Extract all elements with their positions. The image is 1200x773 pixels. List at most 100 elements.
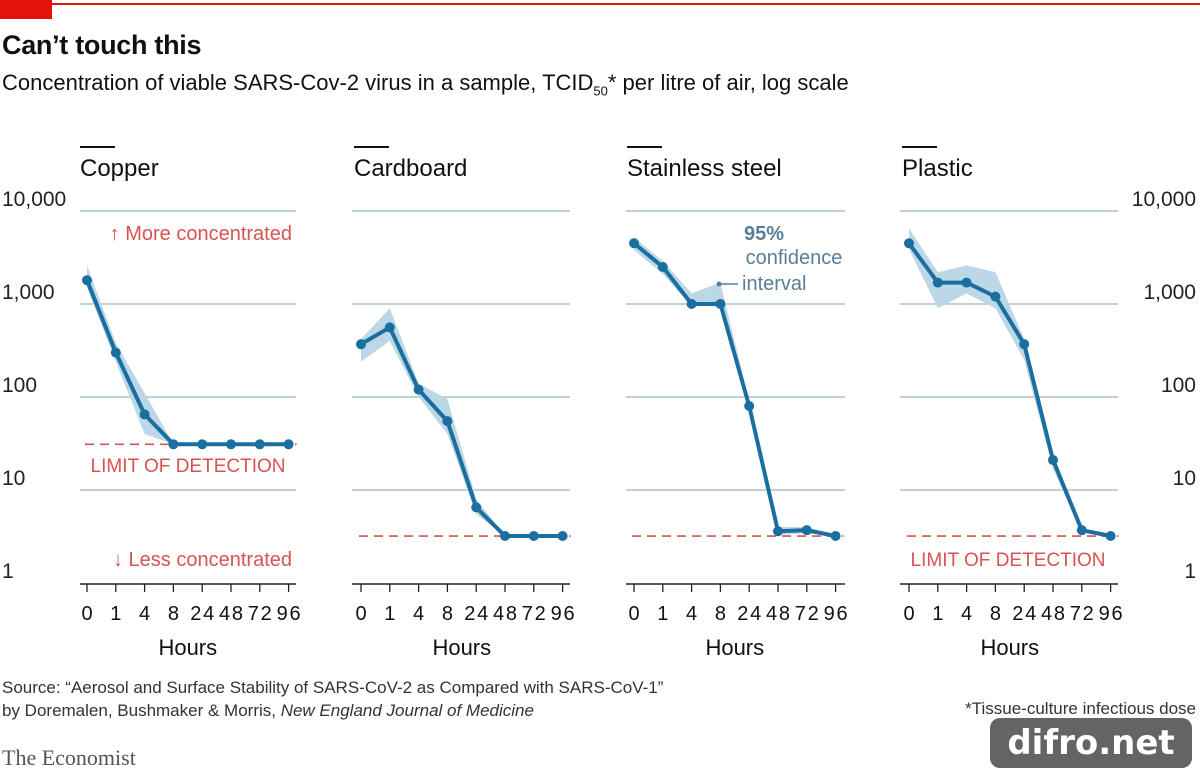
annotation-ci-line-1: 95% <box>744 223 784 245</box>
source-journal: New England Journal of Medicine <box>280 701 534 720</box>
data-point <box>557 531 568 542</box>
chart-subtitle: Concentration of viable SARS-Cov-2 virus… <box>2 70 849 98</box>
x-tick-label: 1 <box>384 603 395 625</box>
x-tick-label: 96 <box>277 603 301 625</box>
data-point <box>139 409 150 420</box>
data-point <box>715 299 726 309</box>
data-point <box>528 531 539 542</box>
top-rule <box>0 3 1200 5</box>
subtitle-subscript: 50 <box>593 83 608 99</box>
x-tick-label: 8 <box>990 603 1001 625</box>
source-note: Source: “Aerosol and Surface Stability o… <box>2 676 663 722</box>
x-tick-label: 24 <box>1012 603 1036 625</box>
y-tick-label-left: 10 <box>2 467 25 490</box>
x-tick-label: 72 <box>795 603 819 625</box>
data-point <box>500 531 510 542</box>
annotation-ci-line-2: confidence <box>746 247 843 269</box>
x-tick-label: 72 <box>522 603 546 625</box>
x-tick-label: 1 <box>932 603 943 625</box>
data-point <box>197 439 208 450</box>
data-point <box>1105 531 1116 542</box>
chart-title: Can’t touch this <box>2 30 202 60</box>
x-axis-label: Hours <box>705 635 764 660</box>
annotation-ci-line-3: interval <box>742 273 806 295</box>
panel-title: Plastic <box>902 155 973 182</box>
x-tick-label: 8 <box>715 603 726 625</box>
confidence-band <box>909 228 1111 537</box>
annotation-less-concentrated: ↓ Less concentrated <box>113 549 292 571</box>
data-point <box>168 439 179 450</box>
data-point <box>413 384 424 395</box>
x-tick-label: 4 <box>686 603 697 625</box>
x-tick-label: 48 <box>493 603 517 625</box>
data-point <box>283 439 294 450</box>
x-tick-label: 4 <box>961 603 972 625</box>
footnote: *Tissue-culture infectious dose <box>965 699 1196 718</box>
brand-name: The Economist <box>2 745 136 770</box>
source-authors: by Doremalen, Bushmaker & Morris, <box>2 701 281 720</box>
data-point <box>961 277 972 288</box>
data-point <box>82 275 92 286</box>
data-point <box>356 339 366 350</box>
x-tick-label: 96 <box>824 603 848 625</box>
confidence-band <box>361 308 563 537</box>
panel-title: Cardboard <box>354 155 467 182</box>
data-point <box>1076 525 1087 536</box>
data-point <box>990 291 1001 302</box>
annotation-more-concentrated: ↑ More concentrated <box>110 223 292 245</box>
data-point <box>801 525 812 536</box>
x-tick-label: 8 <box>442 603 453 625</box>
y-tick-label-right: 1,000 <box>1143 281 1196 304</box>
data-point <box>744 401 755 412</box>
x-axis-label: Hours <box>158 635 217 660</box>
data-point <box>471 502 482 513</box>
data-point <box>384 322 395 333</box>
panel-title: Stainless steel <box>627 155 782 182</box>
x-tick-label: 72 <box>248 603 272 625</box>
data-point <box>110 347 121 358</box>
x-tick-label: 4 <box>413 603 424 625</box>
annotation-limit-of-detection: LIMIT OF DETECTION <box>911 550 1106 571</box>
x-tick-label: 8 <box>168 603 179 625</box>
y-tick-label-right: 10 <box>1173 467 1196 490</box>
x-axis-label: Hours <box>432 635 491 660</box>
panel-title: Copper <box>80 155 159 182</box>
annotation-ci-dot <box>716 281 722 287</box>
data-point <box>686 299 697 309</box>
x-tick-label: 96 <box>551 603 575 625</box>
watermark: difro.net <box>990 718 1192 768</box>
subtitle-rest: * per litre of air, log scale <box>607 70 849 95</box>
y-tick-label-right: 100 <box>1161 374 1196 397</box>
x-tick-label: 4 <box>139 603 150 625</box>
data-point <box>629 238 639 249</box>
x-tick-label: 24 <box>190 603 214 625</box>
y-tick-label-left: 10,000 <box>2 188 66 211</box>
subtitle-main: Concentration of viable SARS-Cov-2 virus… <box>2 70 594 95</box>
annotation-limit-of-detection: LIMIT OF DETECTION <box>91 456 286 477</box>
x-tick-label: 1 <box>110 603 121 625</box>
y-tick-label-right: 1 <box>1184 560 1196 583</box>
x-tick-label: 48 <box>766 603 790 625</box>
brand-tab <box>0 0 52 19</box>
x-tick-label: 24 <box>737 603 761 625</box>
x-tick-label: 0 <box>355 603 366 625</box>
y-tick-label-left: 1,000 <box>2 281 55 304</box>
y-tick-label-right: 10,000 <box>1132 188 1196 211</box>
series-line <box>359 325 563 539</box>
data-point <box>226 439 236 450</box>
source-line-1: Source: “Aerosol and Surface Stability o… <box>2 678 664 697</box>
data-point <box>657 261 668 272</box>
x-tick-label: 1 <box>657 603 668 625</box>
data-point <box>830 531 841 542</box>
y-tick-label-left: 100 <box>2 374 37 397</box>
y-tick-label-left: 1 <box>2 560 14 583</box>
x-tick-label: 96 <box>1099 603 1123 625</box>
data-point <box>254 439 265 450</box>
x-tick-label: 72 <box>1070 603 1094 625</box>
x-tick-label: 0 <box>628 603 639 625</box>
data-point <box>773 526 783 537</box>
